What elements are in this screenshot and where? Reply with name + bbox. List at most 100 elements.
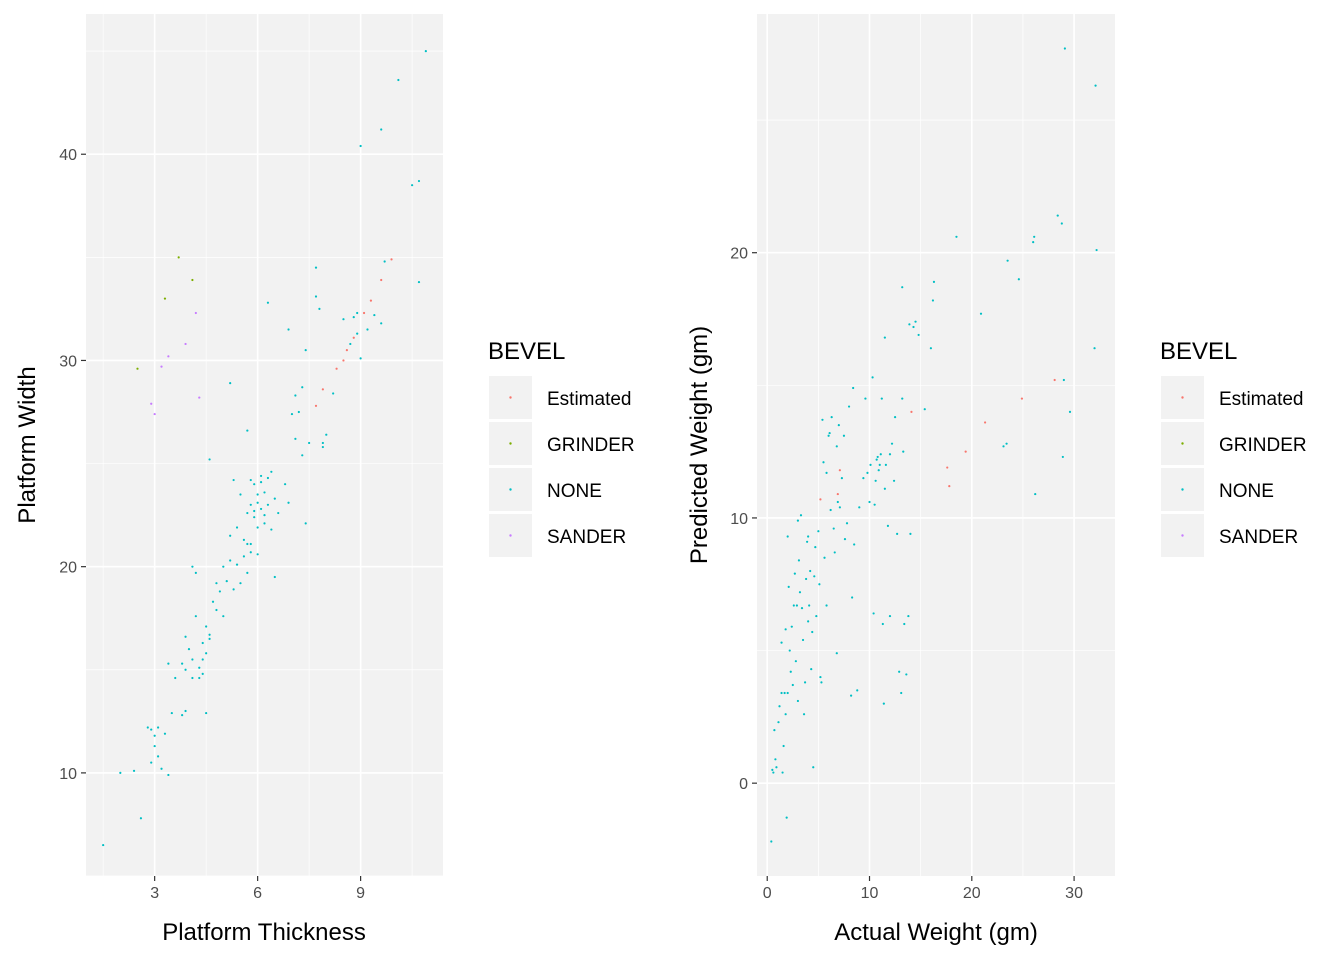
plot-background-left — [86, 14, 443, 876]
data-point-none — [181, 662, 184, 665]
data-point-none — [308, 441, 311, 445]
data-point-none — [771, 768, 774, 772]
data-point-none — [780, 641, 783, 644]
data-point-none — [792, 604, 795, 607]
data-point-none — [253, 509, 256, 513]
y-tick-label: 10 — [730, 511, 748, 528]
y-tick-label: 30 — [59, 353, 77, 370]
data-point-none — [424, 50, 427, 53]
data-point-none — [781, 771, 784, 774]
data-point-none — [823, 556, 826, 559]
legend-label-grinder: GRINDER — [547, 435, 635, 456]
data-point-grinder — [191, 278, 194, 282]
data-point-none — [198, 666, 201, 669]
data-point-none — [907, 614, 910, 618]
data-point-none — [1006, 259, 1009, 262]
data-point-none — [263, 522, 266, 525]
legend-label-estimated: Estimated — [547, 389, 631, 410]
data-point-none — [892, 479, 896, 482]
data-point-none — [1063, 47, 1066, 50]
data-point-none — [359, 144, 362, 148]
data-point-grinder — [136, 367, 139, 370]
data-point-none — [205, 711, 208, 715]
data-point-none — [184, 709, 187, 713]
data-point-none — [249, 542, 252, 546]
data-point-none — [218, 590, 221, 593]
data-point-none — [156, 726, 160, 729]
data-point-estimated — [352, 336, 355, 339]
data-point-estimated — [946, 466, 949, 469]
data-point-none — [819, 675, 822, 679]
data-point-none — [359, 357, 362, 360]
legend-title-left: BEVEL — [488, 338, 565, 365]
data-point-none — [775, 766, 778, 769]
data-point-none — [1068, 410, 1072, 413]
legend-label-sander: SANDER — [547, 527, 626, 548]
data-point-none — [773, 729, 776, 732]
data-point-none — [884, 463, 887, 466]
data-point-none — [868, 500, 871, 504]
y-tick-label: 0 — [739, 776, 748, 793]
data-point-none — [796, 519, 800, 522]
data-point-none — [782, 744, 785, 748]
data-point-none — [810, 668, 813, 671]
legend-swatch-grinder — [509, 442, 512, 445]
data-point-none — [102, 843, 105, 847]
data-point-estimated — [910, 410, 913, 413]
data-point-none — [229, 382, 232, 385]
data-point-none — [287, 501, 290, 504]
data-point-estimated — [964, 450, 967, 453]
data-point-none — [249, 503, 252, 506]
data-point-estimated — [362, 311, 366, 315]
data-point-none — [1033, 235, 1036, 238]
data-point-none — [872, 612, 875, 615]
x-axis-title-left: Platform Thickness — [162, 919, 366, 946]
data-point-none — [383, 260, 386, 263]
plot-panel-right: 0 10 20 30 0 10 20 Actual Weight (gm) Predicte… — [686, 14, 1115, 946]
legend-label-none: NONE — [547, 481, 602, 502]
data-point-none — [163, 732, 167, 735]
data-point-none — [852, 386, 855, 390]
data-point-none — [184, 668, 187, 671]
data-point-none — [356, 332, 359, 335]
x-axis-title-right: Actual Weight (gm) — [834, 919, 1038, 946]
data-point-none — [342, 318, 345, 321]
data-point-none — [215, 608, 218, 612]
data-point-none — [239, 582, 242, 585]
data-point-none — [858, 506, 861, 509]
data-point-none — [373, 313, 376, 317]
data-point-none — [790, 625, 793, 628]
data-point-none — [803, 681, 807, 684]
data-point-none — [806, 540, 809, 543]
data-point-none — [931, 299, 935, 302]
data-point-none — [201, 672, 204, 676]
data-point-none — [1095, 248, 1098, 252]
data-point-none — [898, 670, 901, 673]
data-point-estimated — [369, 299, 373, 302]
data-point-none — [774, 758, 777, 761]
data-point-none — [873, 503, 876, 506]
data-point-none — [784, 628, 787, 631]
data-point-none — [266, 301, 270, 304]
y-axis-title-right: Predicted Weight (gm) — [686, 326, 713, 564]
data-point-none — [878, 463, 881, 466]
data-point-none — [256, 526, 259, 529]
data-point-none — [840, 477, 843, 480]
data-point-none — [229, 559, 232, 562]
data-point-none — [801, 638, 805, 642]
data-point-none — [770, 840, 773, 843]
x-tick-label: 20 — [963, 885, 981, 902]
data-point-none — [235, 563, 239, 566]
data-point-none — [821, 418, 824, 421]
data-point-none — [332, 392, 335, 395]
data-point-none — [270, 528, 273, 531]
data-point-none — [772, 771, 775, 774]
data-point-none — [786, 535, 789, 538]
data-point-none — [225, 580, 228, 583]
data-point-none — [835, 652, 838, 655]
legend-entries-right: Estimated GRINDER NONE SANDER — [1161, 376, 1307, 557]
data-point-none — [883, 487, 886, 490]
data-point-none — [198, 676, 201, 680]
data-point-none — [955, 235, 958, 238]
data-point-none — [804, 577, 808, 581]
